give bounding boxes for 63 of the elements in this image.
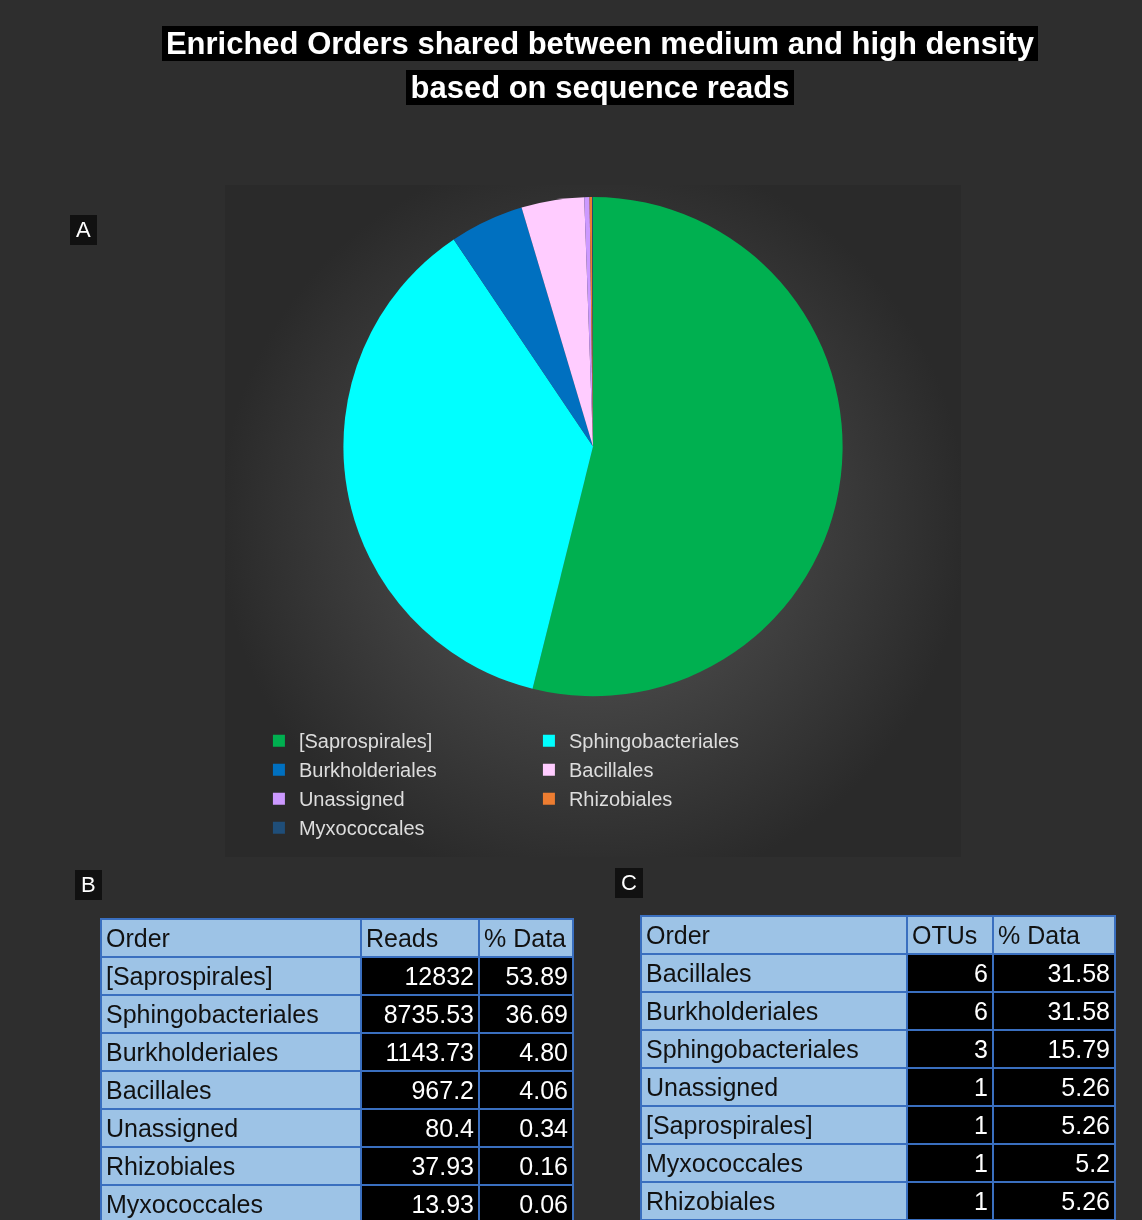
- data-label: 0.16: [479, 1147, 573, 1185]
- data-label: 4.06: [479, 1071, 573, 1109]
- text: A: [70, 215, 97, 245]
- data-label: 6: [907, 954, 993, 992]
- data-label: 31.58: [993, 954, 1115, 992]
- data-label: 1: [907, 1068, 993, 1106]
- series-label: Reads: [361, 919, 479, 957]
- category-label: Sphingobacteriales: [101, 995, 361, 1033]
- series-label: OTUs: [907, 916, 993, 954]
- data-label: 15.79: [993, 1030, 1115, 1068]
- category-label: Sphingobacteriales: [641, 1030, 907, 1068]
- data-label: 36.69: [479, 995, 573, 1033]
- data-label: 0.34: [479, 1109, 573, 1147]
- series-label: % Data: [993, 916, 1115, 954]
- category-label: Unassigned: [641, 1068, 907, 1106]
- data-label: 5.26: [993, 1068, 1115, 1106]
- category-label: Bacillales: [641, 954, 907, 992]
- pie-slice: [521, 197, 593, 447]
- data-label: 5.2: [993, 1144, 1115, 1182]
- data-label: 13.93: [361, 1185, 479, 1220]
- text: Order: [101, 919, 361, 957]
- series-label: % Data: [479, 919, 573, 957]
- legend-label: Myxococcales: [298, 817, 425, 840]
- data-label: 1: [907, 1182, 993, 1220]
- legend-label: Sphingobacteriales: [568, 730, 740, 753]
- data-label: 4.80: [479, 1033, 573, 1071]
- legend-label: [Saprospirales]: [298, 730, 433, 753]
- category-label: Bacillales: [101, 1071, 361, 1109]
- legend-label: Burkholderiales: [298, 759, 437, 782]
- category-label: Rhizobiales: [641, 1182, 907, 1220]
- data-label: 6: [907, 992, 993, 1030]
- data-label: 1143.73: [361, 1033, 479, 1071]
- pie-slice: [532, 197, 843, 697]
- data-label: 31.58: [993, 992, 1115, 1030]
- data-label: 5.26: [993, 1182, 1115, 1220]
- category-label: Myxococcales: [641, 1144, 907, 1182]
- text: B: [75, 870, 102, 900]
- data-label: 12832: [361, 957, 479, 995]
- legend-label: Rhizobiales: [568, 788, 673, 811]
- data-label: 5.26: [993, 1106, 1115, 1144]
- pie-slice: [453, 207, 593, 447]
- pie-slice: [343, 239, 593, 689]
- category-label: [Saprospirales]: [101, 957, 361, 995]
- data-label: 0.06: [479, 1185, 573, 1220]
- data-label: 53.89: [479, 957, 573, 995]
- data-label: 1: [907, 1106, 993, 1144]
- text: C: [615, 868, 643, 898]
- data-label: 80.4: [361, 1109, 479, 1147]
- data-label: 37.93: [361, 1147, 479, 1185]
- category-label: Myxococcales: [101, 1185, 361, 1220]
- category-label: [Saprospirales]: [641, 1106, 907, 1144]
- legend-label: Bacillales: [568, 759, 654, 782]
- data-label: 3: [907, 1030, 993, 1068]
- text: Order: [641, 916, 907, 954]
- category-label: Unassigned: [101, 1109, 361, 1147]
- data-label: 8735.53: [361, 995, 479, 1033]
- legend-label: Unassigned: [298, 788, 405, 811]
- category-label: Burkholderiales: [101, 1033, 361, 1071]
- category-label: Rhizobiales: [101, 1147, 361, 1185]
- category-label: Burkholderiales: [641, 992, 907, 1030]
- chart-title: Enriched Orders shared between medium and high density based on sequence reads: [161, 26, 1039, 105]
- data-label: 967.2: [361, 1071, 479, 1109]
- data-label: 1: [907, 1144, 993, 1182]
